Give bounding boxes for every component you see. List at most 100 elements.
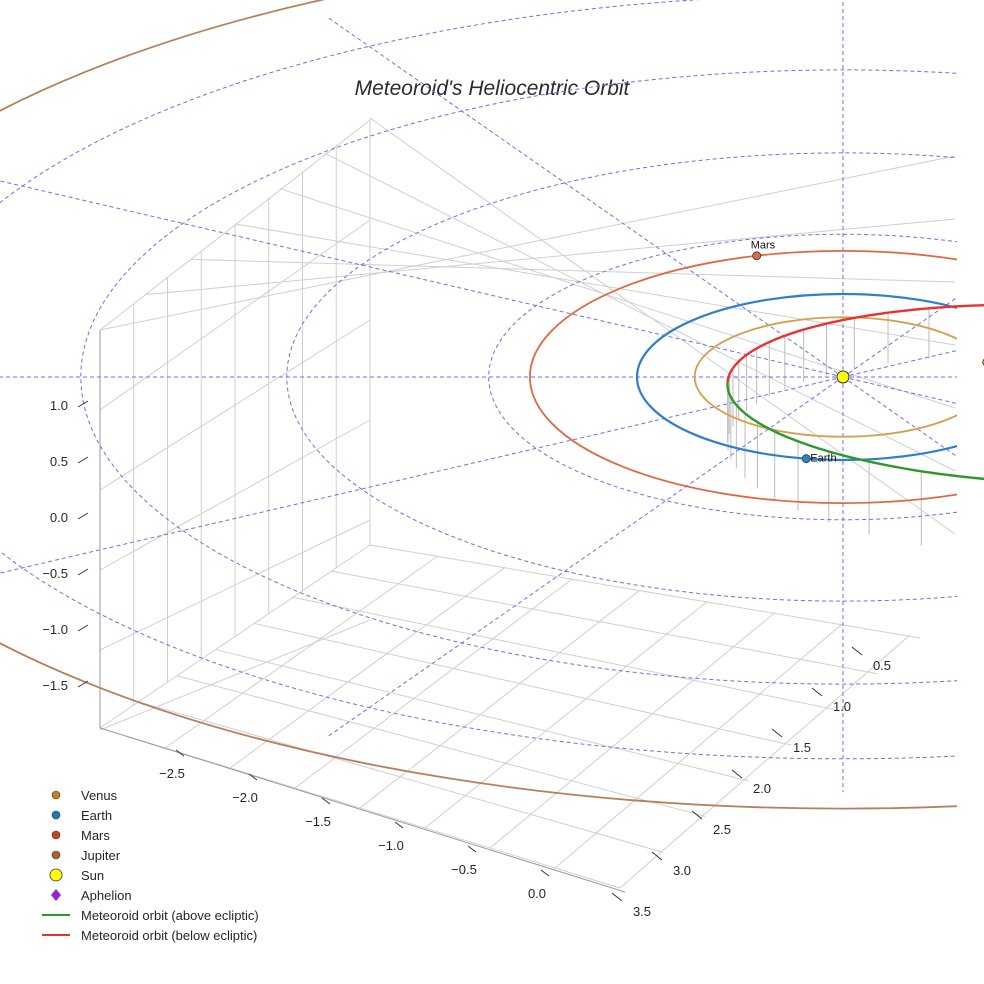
- ecliptic-spoke-guide: [0, 376, 844, 574]
- orbit-mars: [529, 249, 957, 505]
- back-pane-gridline: [279, 188, 956, 409]
- y-tick-mark: [851, 646, 863, 656]
- x-tick-label: −2.0: [232, 790, 258, 805]
- legend-marker: [51, 830, 61, 840]
- x-tick-mark: [540, 869, 550, 877]
- legend-label: Earth: [81, 808, 112, 823]
- meteoroid-orbit-below: [732, 303, 984, 369]
- y-tick-label: 2.0: [753, 781, 771, 796]
- z-tick-mark: [77, 512, 89, 520]
- y-tick-mark: [771, 728, 783, 738]
- legend: Venus Earth Mars Jupiter Sun Aphelion Meteoroi…: [42, 788, 259, 943]
- x-tick-mark: [467, 845, 477, 853]
- floor-gridline: [99, 544, 371, 729]
- legend-label: Venus: [81, 788, 118, 803]
- back-pane-gridline: [234, 223, 956, 346]
- z-pane-gridline: [99, 319, 371, 491]
- ecliptic-spoke-guide: [0, 180, 844, 378]
- floor-gridline: [164, 555, 438, 749]
- z-pane-gridline: [99, 219, 371, 411]
- z-tick-label: 0.5: [50, 454, 68, 469]
- y-tick-label: 0.5: [873, 658, 891, 673]
- planet-marker-mars: [752, 251, 762, 261]
- legend-marker: [51, 790, 61, 800]
- legend-marker: [51, 889, 61, 901]
- meteoroid-orbit-above: [726, 382, 984, 481]
- floor-gridline: [294, 578, 573, 789]
- z-pane-gridline: [99, 519, 371, 651]
- floor-gridline: [215, 649, 749, 782]
- z-tick-mark: [77, 680, 89, 688]
- floor-gridline: [489, 612, 776, 849]
- z-pane-gridline: [99, 619, 371, 731]
- planet-label-earth: Earth: [810, 453, 836, 465]
- z-tick-mark: [77, 400, 89, 408]
- y-tick-label: 2.5: [713, 822, 731, 837]
- legend-label: Meteoroid orbit (above ecliptic): [81, 908, 259, 923]
- planet-orbits: [0, 0, 957, 810]
- axis-ticks: 1.0 0.5 0.0 −0.5 −1.0 −1.5 −2.5 −2.0 −1.5 −1.0 −0.…: [42, 398, 891, 919]
- x-tick-mark: [394, 821, 404, 829]
- x-tick-label: −0.5: [451, 862, 477, 877]
- back-pane-gridline: [324, 152, 956, 472]
- z-tick-label: 1.0: [50, 398, 68, 413]
- legend-marker: [51, 810, 61, 820]
- legend-label: Mars: [81, 828, 110, 843]
- orbit-jupiter: [0, 0, 957, 810]
- x-tick-label: −1.0: [378, 838, 404, 853]
- floor-gridline: [229, 567, 506, 769]
- floor-gridline: [369, 544, 921, 639]
- z-tick-mark: [77, 568, 89, 576]
- orbit-earth: [635, 292, 957, 462]
- sun-marker: [836, 370, 850, 384]
- z-tick-label: −1.5: [42, 678, 68, 693]
- ecliptic-ring-guide: [80, 69, 957, 685]
- y-tick-label: 3.0: [673, 863, 691, 878]
- y-tick-mark: [811, 687, 823, 697]
- planet-marker-earth: [801, 454, 811, 464]
- y-tick-label: 1.5: [793, 740, 811, 755]
- y-tick-mark: [611, 892, 623, 902]
- floor-gridline: [254, 622, 792, 746]
- legend-marker: [49, 868, 63, 882]
- y-tick-mark: [731, 769, 743, 779]
- y-tick-mark: [691, 810, 703, 820]
- x-tick-mark: [321, 797, 331, 805]
- ecliptic-ring-guide: [0, 0, 957, 760]
- y-tick-label: 1.0: [833, 699, 851, 714]
- z-pane-gridline: [99, 419, 371, 571]
- z-tick-mark: [77, 624, 89, 632]
- x-tick-mark: [248, 773, 258, 781]
- x-tick-label: 0.0: [528, 886, 546, 901]
- x-axis-line: [99, 727, 626, 893]
- z-tick-mark: [77, 456, 89, 464]
- z-tick-label: −0.5: [42, 566, 68, 581]
- floor-gridline: [138, 701, 663, 853]
- floor-gridline: [359, 589, 641, 809]
- meteoroid-orbit: [726, 303, 984, 481]
- ecliptic-spoke-guide: [842, 376, 957, 405]
- planet-label-mars: Mars: [751, 240, 776, 252]
- x-tick-mark: [175, 749, 185, 757]
- floor-gridline: [424, 600, 708, 829]
- floor-gridline: [331, 570, 878, 675]
- legend-label: Jupiter: [81, 848, 121, 863]
- floor-gridline: [292, 596, 835, 710]
- markers: ×VenEarthMars: [751, 240, 984, 465]
- z-pane-gridline: [99, 119, 371, 331]
- y-tick-mark: [651, 851, 663, 861]
- y-tick-label: 3.5: [633, 904, 651, 919]
- back-pane-gridline: [144, 218, 956, 296]
- ecliptic-guides: [0, 0, 957, 792]
- x-tick-label: −2.5: [159, 766, 185, 781]
- chart-title: Meteoroid's Heliocentric Orbit: [355, 77, 631, 100]
- floor-gridline: [554, 623, 843, 869]
- legend-label: Meteoroid orbit (below ecliptic): [81, 928, 257, 943]
- back-pane-gridline: [99, 155, 956, 331]
- floor-gridline: [177, 675, 706, 818]
- z-tick-label: −1.0: [42, 622, 68, 637]
- z-tick-label: 0.0: [50, 510, 68, 525]
- legend-label: Sun: [81, 868, 104, 883]
- back-pane-gridline: [369, 117, 956, 535]
